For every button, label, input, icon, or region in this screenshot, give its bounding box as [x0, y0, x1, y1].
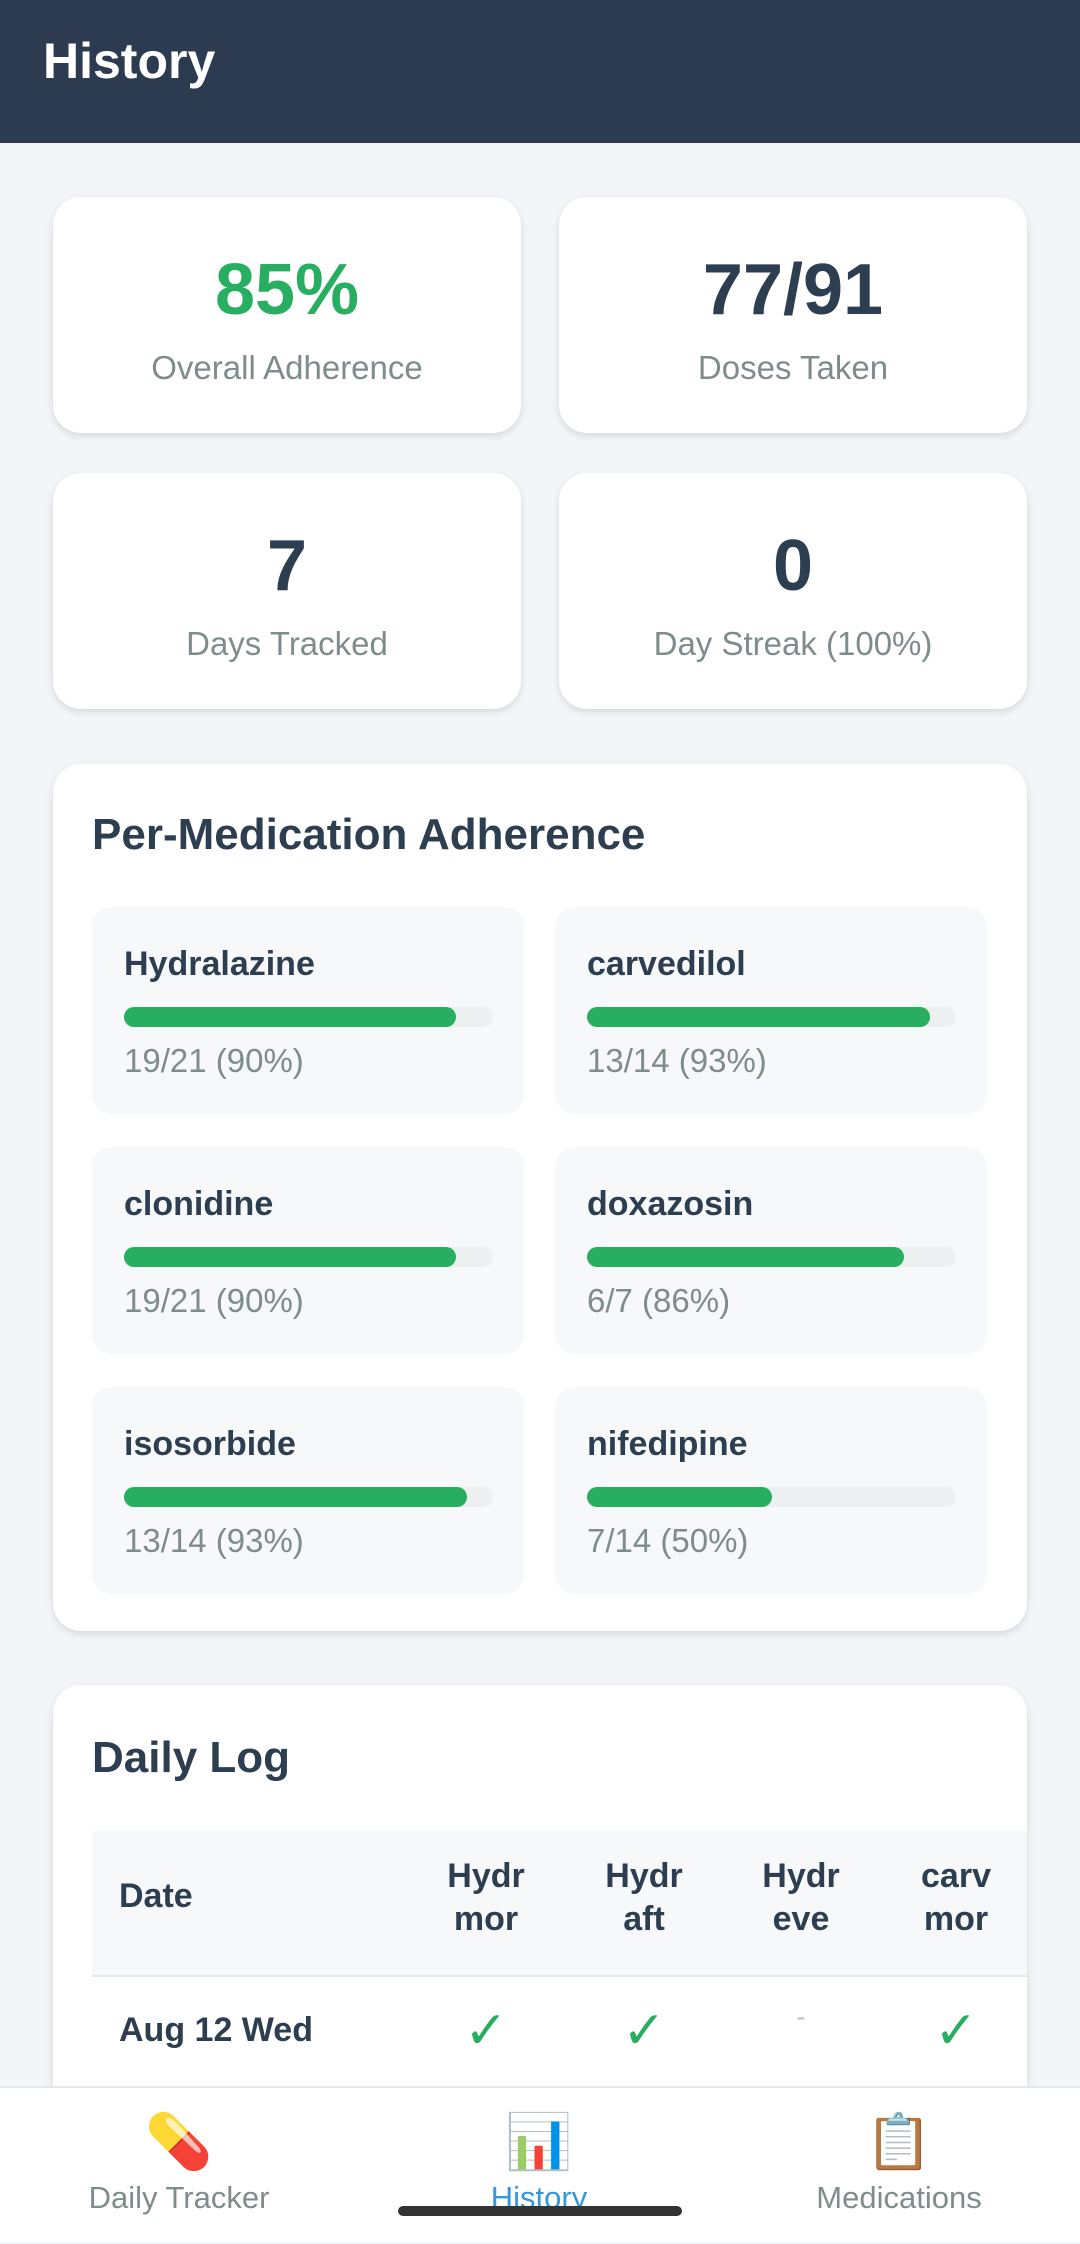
header-title: History [43, 33, 216, 89]
status-cell: - [796, 2001, 806, 2032]
per-medication-card: Per-Medication Adherence Hydralazine 19/21… [53, 764, 1027, 1631]
header: History [0, 0, 1080, 143]
stat-card: 85% Overall Adherence [53, 197, 521, 433]
stat-value: 0 [772, 526, 814, 606]
column-header: Date [119, 1877, 193, 1915]
status-cell: ✓ [934, 2002, 978, 2060]
stat-value: 85% [214, 250, 360, 330]
column-header: eve [772, 1900, 830, 1938]
nav-icon: 💊 [145, 2110, 213, 2173]
stat-label: Day Streak (100%) [653, 625, 933, 662]
column-header: carv [921, 1857, 991, 1895]
stat-label: Overall Adherence [151, 349, 423, 386]
bottom-nav: 💊 Daily Tracker 📊 History 📋 Medications [0, 2086, 1080, 2242]
stat-card: 7 Days Tracked [53, 473, 521, 709]
nav-item[interactable]: 📊 History [369, 2088, 709, 2244]
nav-icon: 📊 [505, 2110, 573, 2173]
table-header-bg [92, 1831, 1027, 1977]
section-title: Daily Log [92, 1733, 291, 1782]
progress-label: 13/14 (93%) [587, 1042, 767, 1079]
progress-fill [587, 1247, 905, 1267]
nav-item[interactable]: 📋 Medications [729, 2088, 1069, 2244]
stat-card: 0 Day Streak (100%) [559, 473, 1027, 709]
progress-label: 6/7 (86%) [587, 1282, 731, 1319]
progress-track [124, 1247, 493, 1267]
column-header: Hydr [762, 1857, 840, 1895]
progress-label: 19/21 (90%) [124, 1042, 304, 1079]
column-header: Hydr [447, 1857, 525, 1895]
column-header: mor [453, 1900, 519, 1938]
stat-label: Days Tracked [186, 625, 388, 662]
status-cell: ✓ [464, 2002, 508, 2060]
column-header: Hydr [605, 1857, 683, 1895]
medication-name: clonidine [124, 1185, 274, 1223]
medication-name: isosorbide [124, 1425, 296, 1463]
progress-track [124, 1487, 493, 1507]
progress-fill [124, 1247, 457, 1267]
date-cell: Aug 12 Wed [119, 2011, 313, 2049]
medication-tile: doxazosin 6/7 (86%) [555, 1147, 987, 1354]
stat-label: Doses Taken [697, 349, 889, 386]
status-cell: ✓ [622, 2002, 666, 2060]
progress-track [124, 1007, 493, 1027]
medication-name: nifedipine [587, 1425, 748, 1463]
stat-card: 77/91 Doses Taken [559, 197, 1027, 433]
column-header: mor [923, 1900, 989, 1938]
progress-label: 13/14 (93%) [124, 1522, 304, 1559]
medication-name: Hydralazine [124, 945, 315, 983]
stat-value: 77/91 [702, 250, 884, 330]
progress-label: 7/14 (50%) [587, 1522, 749, 1559]
medication-tile: carvedilol 13/14 (93%) [555, 907, 987, 1114]
progress-track [587, 1487, 956, 1507]
medication-tile: Hydralazine 19/21 (90%) [92, 907, 524, 1114]
nav-label: Medications [816, 2180, 982, 2215]
medication-tile: clonidine 19/21 (90%) [92, 1147, 524, 1354]
section-title: Per-Medication Adherence [92, 810, 646, 859]
table: Date Hydr mor Hydr aft Hydr eve carv mor Aug 12 W… [92, 1831, 1027, 2185]
progress-track [587, 1247, 956, 1267]
medication-name: doxazosin [587, 1185, 754, 1223]
medication-name: carvedilol [587, 945, 746, 983]
nav-label: Daily Tracker [88, 2180, 270, 2215]
medication-tile: isosorbide 13/14 (93%) [92, 1387, 524, 1594]
stat-value: 7 [266, 526, 308, 606]
progress-track [587, 1007, 956, 1027]
progress-fill [124, 1487, 468, 1507]
progress-fill [587, 1487, 772, 1507]
progress-fill [124, 1007, 457, 1027]
nav-item[interactable]: 💊 Daily Tracker [9, 2088, 349, 2244]
nav-icon: 📋 [865, 2110, 933, 2173]
column-header: aft [623, 1900, 665, 1938]
medication-tile: nifedipine 7/14 (50%) [555, 1387, 987, 1594]
home-indicator [398, 2206, 682, 2216]
progress-label: 19/21 (90%) [124, 1282, 304, 1319]
progress-fill [587, 1007, 931, 1027]
